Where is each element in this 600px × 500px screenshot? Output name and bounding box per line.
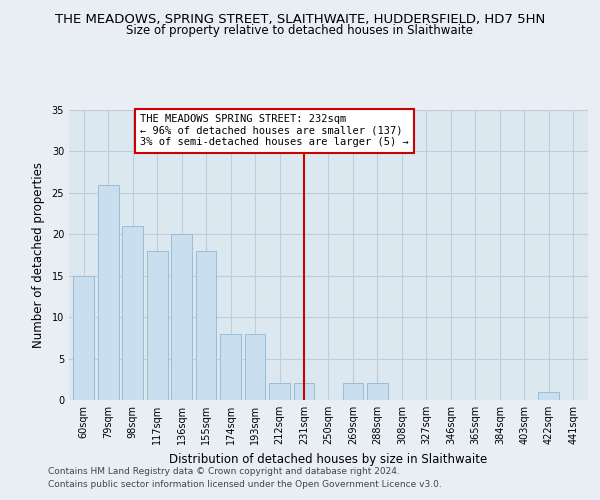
Bar: [269, 384, 290, 400]
Text: THE MEADOWS SPRING STREET: 232sqm
← 96% of detached houses are smaller (137)
3% : THE MEADOWS SPRING STREET: 232sqm ← 96% …: [140, 114, 409, 148]
Text: THE MEADOWS, SPRING STREET, SLAITHWAITE, HUDDERSFIELD, HD7 5HN: THE MEADOWS, SPRING STREET, SLAITHWAITE,…: [55, 12, 545, 26]
Bar: [343, 384, 364, 400]
Text: Size of property relative to detached houses in Slaithwaite: Size of property relative to detached ho…: [127, 24, 473, 37]
Bar: [220, 334, 241, 400]
Y-axis label: Number of detached properties: Number of detached properties: [32, 162, 44, 348]
Bar: [171, 234, 192, 400]
Text: Contains HM Land Registry data © Crown copyright and database right 2024.: Contains HM Land Registry data © Crown c…: [48, 467, 400, 476]
Text: Contains public sector information licensed under the Open Government Licence v3: Contains public sector information licen…: [48, 480, 442, 489]
Bar: [293, 384, 314, 400]
Bar: [245, 334, 265, 400]
Bar: [73, 276, 94, 400]
Bar: [98, 184, 119, 400]
Bar: [196, 251, 217, 400]
Bar: [538, 392, 559, 400]
Bar: [122, 226, 143, 400]
X-axis label: Distribution of detached houses by size in Slaithwaite: Distribution of detached houses by size …: [169, 452, 488, 466]
Bar: [367, 384, 388, 400]
Bar: [147, 251, 167, 400]
